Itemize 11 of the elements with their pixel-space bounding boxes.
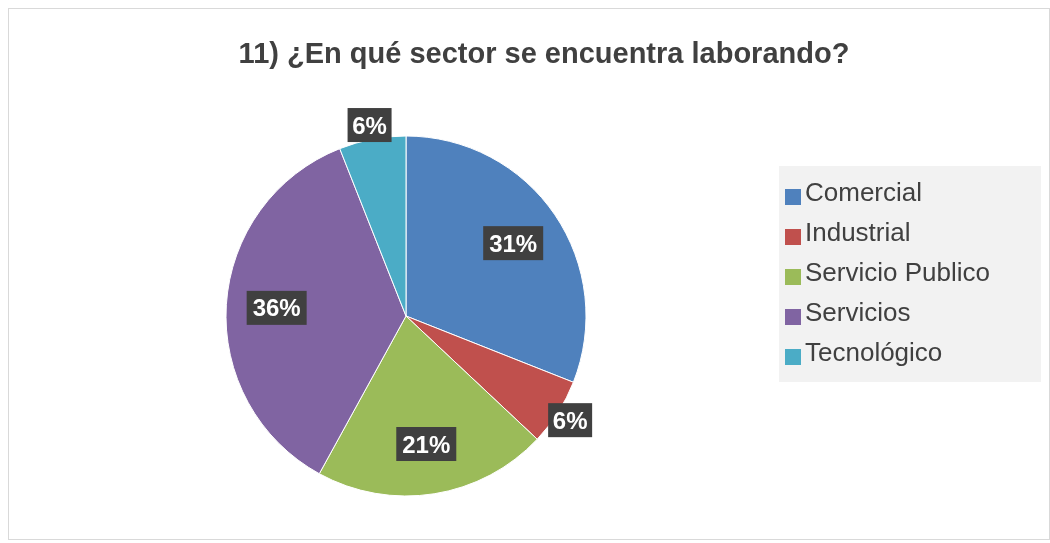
legend-label: Industrial [805, 217, 911, 247]
data-label: 36% [252, 294, 301, 322]
data-label: 6% [352, 111, 387, 139]
legend-label: Tecnológico [805, 337, 943, 367]
data-label: 21% [402, 430, 451, 458]
chart-title: 11) ¿En qué sector se encuentra laborando? [237, 37, 851, 70]
data-label: 6% [552, 406, 588, 434]
legend-label: Servicio Publico [805, 257, 990, 287]
legend-label: Servicios [805, 297, 911, 327]
data-label: 31% [489, 229, 538, 257]
legend-label: Comercial [805, 177, 923, 207]
